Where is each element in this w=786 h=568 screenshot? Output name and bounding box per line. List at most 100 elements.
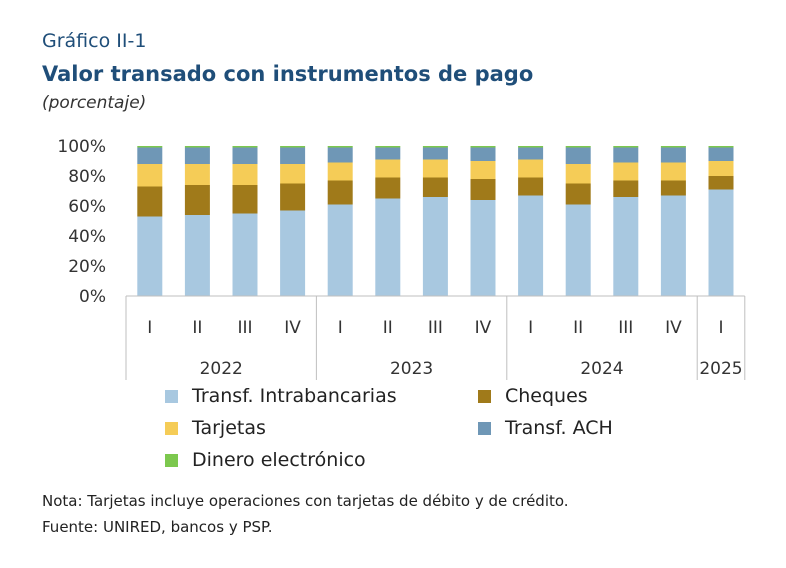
bar-segment-0 (327, 204, 353, 296)
legend-label-intrabancarias: Transf. Intrabancarias (192, 385, 397, 407)
x-tick-label: IV (665, 318, 682, 338)
bar-segment-2 (184, 164, 210, 185)
legend-swatch-tarjetas (165, 422, 178, 435)
bar-segment-4 (613, 146, 639, 148)
x-group-label: 2025 (699, 359, 742, 379)
bar-segment-2 (470, 161, 496, 179)
bar-segment-2 (565, 164, 591, 184)
legend-item-intrabancarias: Transf. Intrabancarias (165, 385, 397, 407)
legend-item-tarjetas: Tarjetas (165, 417, 266, 439)
bar-segment-2 (280, 164, 306, 184)
bar-segment-1 (422, 177, 448, 197)
x-tick-label: I (718, 318, 723, 338)
bar-segment-2 (137, 164, 163, 187)
bar-segment-3 (422, 147, 448, 160)
bar-segment-1 (565, 183, 591, 205)
bar-segment-1 (613, 180, 639, 197)
legend-swatch-dinero (165, 454, 178, 467)
legend-label-ach: Transf. ACH (505, 417, 613, 439)
legend-label-dinero: Dinero electrónico (192, 449, 366, 471)
bar-segment-0 (137, 216, 163, 296)
bar-segment-4 (660, 146, 686, 148)
bar-segment-2 (708, 161, 734, 176)
y-tick-label: 80% (68, 167, 106, 187)
bar-segment-4 (280, 146, 306, 148)
stacked-bar-chart: 0%20%40%60%80%100%I II III IV I II III IV I II III… (57, 137, 746, 380)
chart-subtitle: (porcentaje) (42, 93, 147, 113)
legend-swatch-ach (478, 422, 491, 435)
bar-segment-1 (327, 180, 353, 205)
bar-segment-0 (422, 197, 448, 296)
x-tick-label: II (192, 318, 202, 338)
bar-segment-1 (232, 185, 258, 214)
bar-segment-0 (518, 195, 544, 296)
y-tick-label: 100% (57, 137, 106, 157)
bar-segment-4 (422, 146, 448, 148)
bar-segment-3 (613, 147, 639, 163)
x-group-label: 2024 (580, 359, 623, 379)
legend-item-cheques: Cheques (478, 385, 588, 407)
bar-segment-1 (470, 179, 496, 200)
bar-segment-2 (375, 159, 401, 178)
note-text: Nota: Tarjetas incluye operaciones con t… (42, 492, 569, 510)
bar-segment-4 (232, 146, 258, 148)
bar-segment-2 (232, 164, 258, 185)
bar-segment-1 (375, 177, 401, 199)
x-tick-label: III (237, 318, 252, 338)
bar-segment-3 (137, 147, 163, 164)
legend-item-ach: Transf. ACH (478, 417, 613, 439)
x-tick-label: I (147, 318, 152, 338)
y-tick-label: 40% (68, 227, 106, 247)
bar-segment-0 (565, 204, 591, 296)
chart-title: Valor transado con instrumentos de pago (42, 62, 534, 86)
x-tick-label: II (383, 318, 393, 338)
x-tick-label: IV (284, 318, 301, 338)
bar-segment-1 (280, 183, 306, 211)
bar-segment-3 (470, 147, 496, 161)
x-group-label: 2023 (390, 359, 433, 379)
bar-segment-3 (232, 147, 258, 164)
x-tick-label: I (338, 318, 343, 338)
bar-segment-0 (613, 197, 639, 296)
bar-segment-0 (708, 189, 734, 296)
bar-segment-4 (375, 146, 401, 148)
bar-segment-0 (660, 195, 686, 296)
y-tick-label: 20% (68, 257, 106, 277)
legend-item-dinero: Dinero electrónico (165, 449, 366, 471)
bar-segment-1 (518, 177, 544, 196)
bar-segment-4 (565, 146, 591, 148)
bar-segment-3 (708, 147, 734, 161)
bar-segment-4 (470, 146, 496, 148)
bar-segment-3 (327, 147, 353, 163)
bar-segment-1 (660, 180, 686, 196)
x-tick-label: III (428, 318, 443, 338)
y-tick-label: 60% (68, 197, 106, 217)
bar-segment-4 (518, 146, 544, 148)
bar-segment-1 (708, 176, 734, 190)
x-tick-label: III (618, 318, 633, 338)
bar-segment-0 (375, 198, 401, 296)
bar-segment-4 (327, 146, 353, 148)
bar-segment-0 (470, 200, 496, 296)
legend-label-tarjetas: Tarjetas (192, 417, 266, 439)
x-tick-label: IV (475, 318, 492, 338)
bar-segment-1 (137, 186, 163, 217)
bar-segment-4 (137, 146, 163, 148)
chart-label: Gráfico II-1 (42, 30, 147, 52)
bar-segment-2 (613, 162, 639, 181)
bar-segment-3 (565, 147, 591, 164)
legend-label-cheques: Cheques (505, 385, 588, 407)
legend-swatch-intrabancarias (165, 390, 178, 403)
x-group-label: 2022 (200, 359, 243, 379)
bar-segment-0 (232, 213, 258, 296)
bar-segment-3 (375, 147, 401, 160)
legend-swatch-cheques (478, 390, 491, 403)
y-tick-label: 0% (79, 287, 106, 307)
bar-segment-0 (280, 210, 306, 296)
bar-segment-3 (660, 147, 686, 163)
bar-segment-2 (518, 159, 544, 178)
bar-segment-2 (422, 159, 448, 178)
source-text: Fuente: UNIRED, bancos y PSP. (42, 518, 273, 536)
bar-segment-4 (708, 146, 734, 148)
bar-segment-3 (280, 147, 306, 164)
